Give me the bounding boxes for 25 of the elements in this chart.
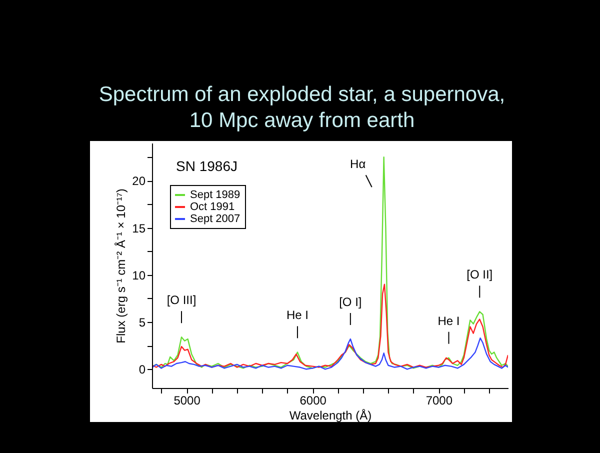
y-tick-label: 10 bbox=[132, 268, 146, 282]
x-tick-label: 6000 bbox=[300, 394, 327, 408]
text: Spectrum of an exploded star, a supernova, bbox=[98, 83, 506, 106]
y-tick-label: 20 bbox=[132, 174, 146, 188]
annotation: He I bbox=[438, 314, 460, 328]
legend-label: Oct 1991 bbox=[190, 201, 235, 213]
x-tick-label: 7000 bbox=[426, 394, 453, 408]
x-axis-title: Wavelength (Å) bbox=[289, 408, 372, 422]
y-tick-label: 15 bbox=[132, 221, 146, 236]
line-series bbox=[152, 337, 508, 370]
annotation: [O III] bbox=[166, 293, 196, 308]
y-tick-label: 5 bbox=[138, 316, 146, 330]
text: 10 Mpc away from earth bbox=[189, 109, 415, 132]
line-series bbox=[152, 156, 508, 369]
annotation: [O II] bbox=[466, 268, 493, 282]
annotation: [O I] bbox=[339, 295, 362, 309]
legend-label: Sept 1989 bbox=[190, 189, 240, 201]
y-axis-title: Flux (erg s⁻¹ cm⁻² Å⁻¹ × 10⁻¹⁷) bbox=[114, 188, 128, 344]
x-tick-label: 5000 bbox=[174, 394, 201, 408]
legend-label: Sept 2007 bbox=[190, 213, 240, 225]
line-series bbox=[152, 284, 508, 368]
y-tick-label: 0 bbox=[138, 362, 146, 377]
annotation: Hα bbox=[350, 157, 366, 172]
annotation: He I bbox=[286, 308, 308, 322]
annotation: SN 1986J bbox=[176, 158, 238, 174]
